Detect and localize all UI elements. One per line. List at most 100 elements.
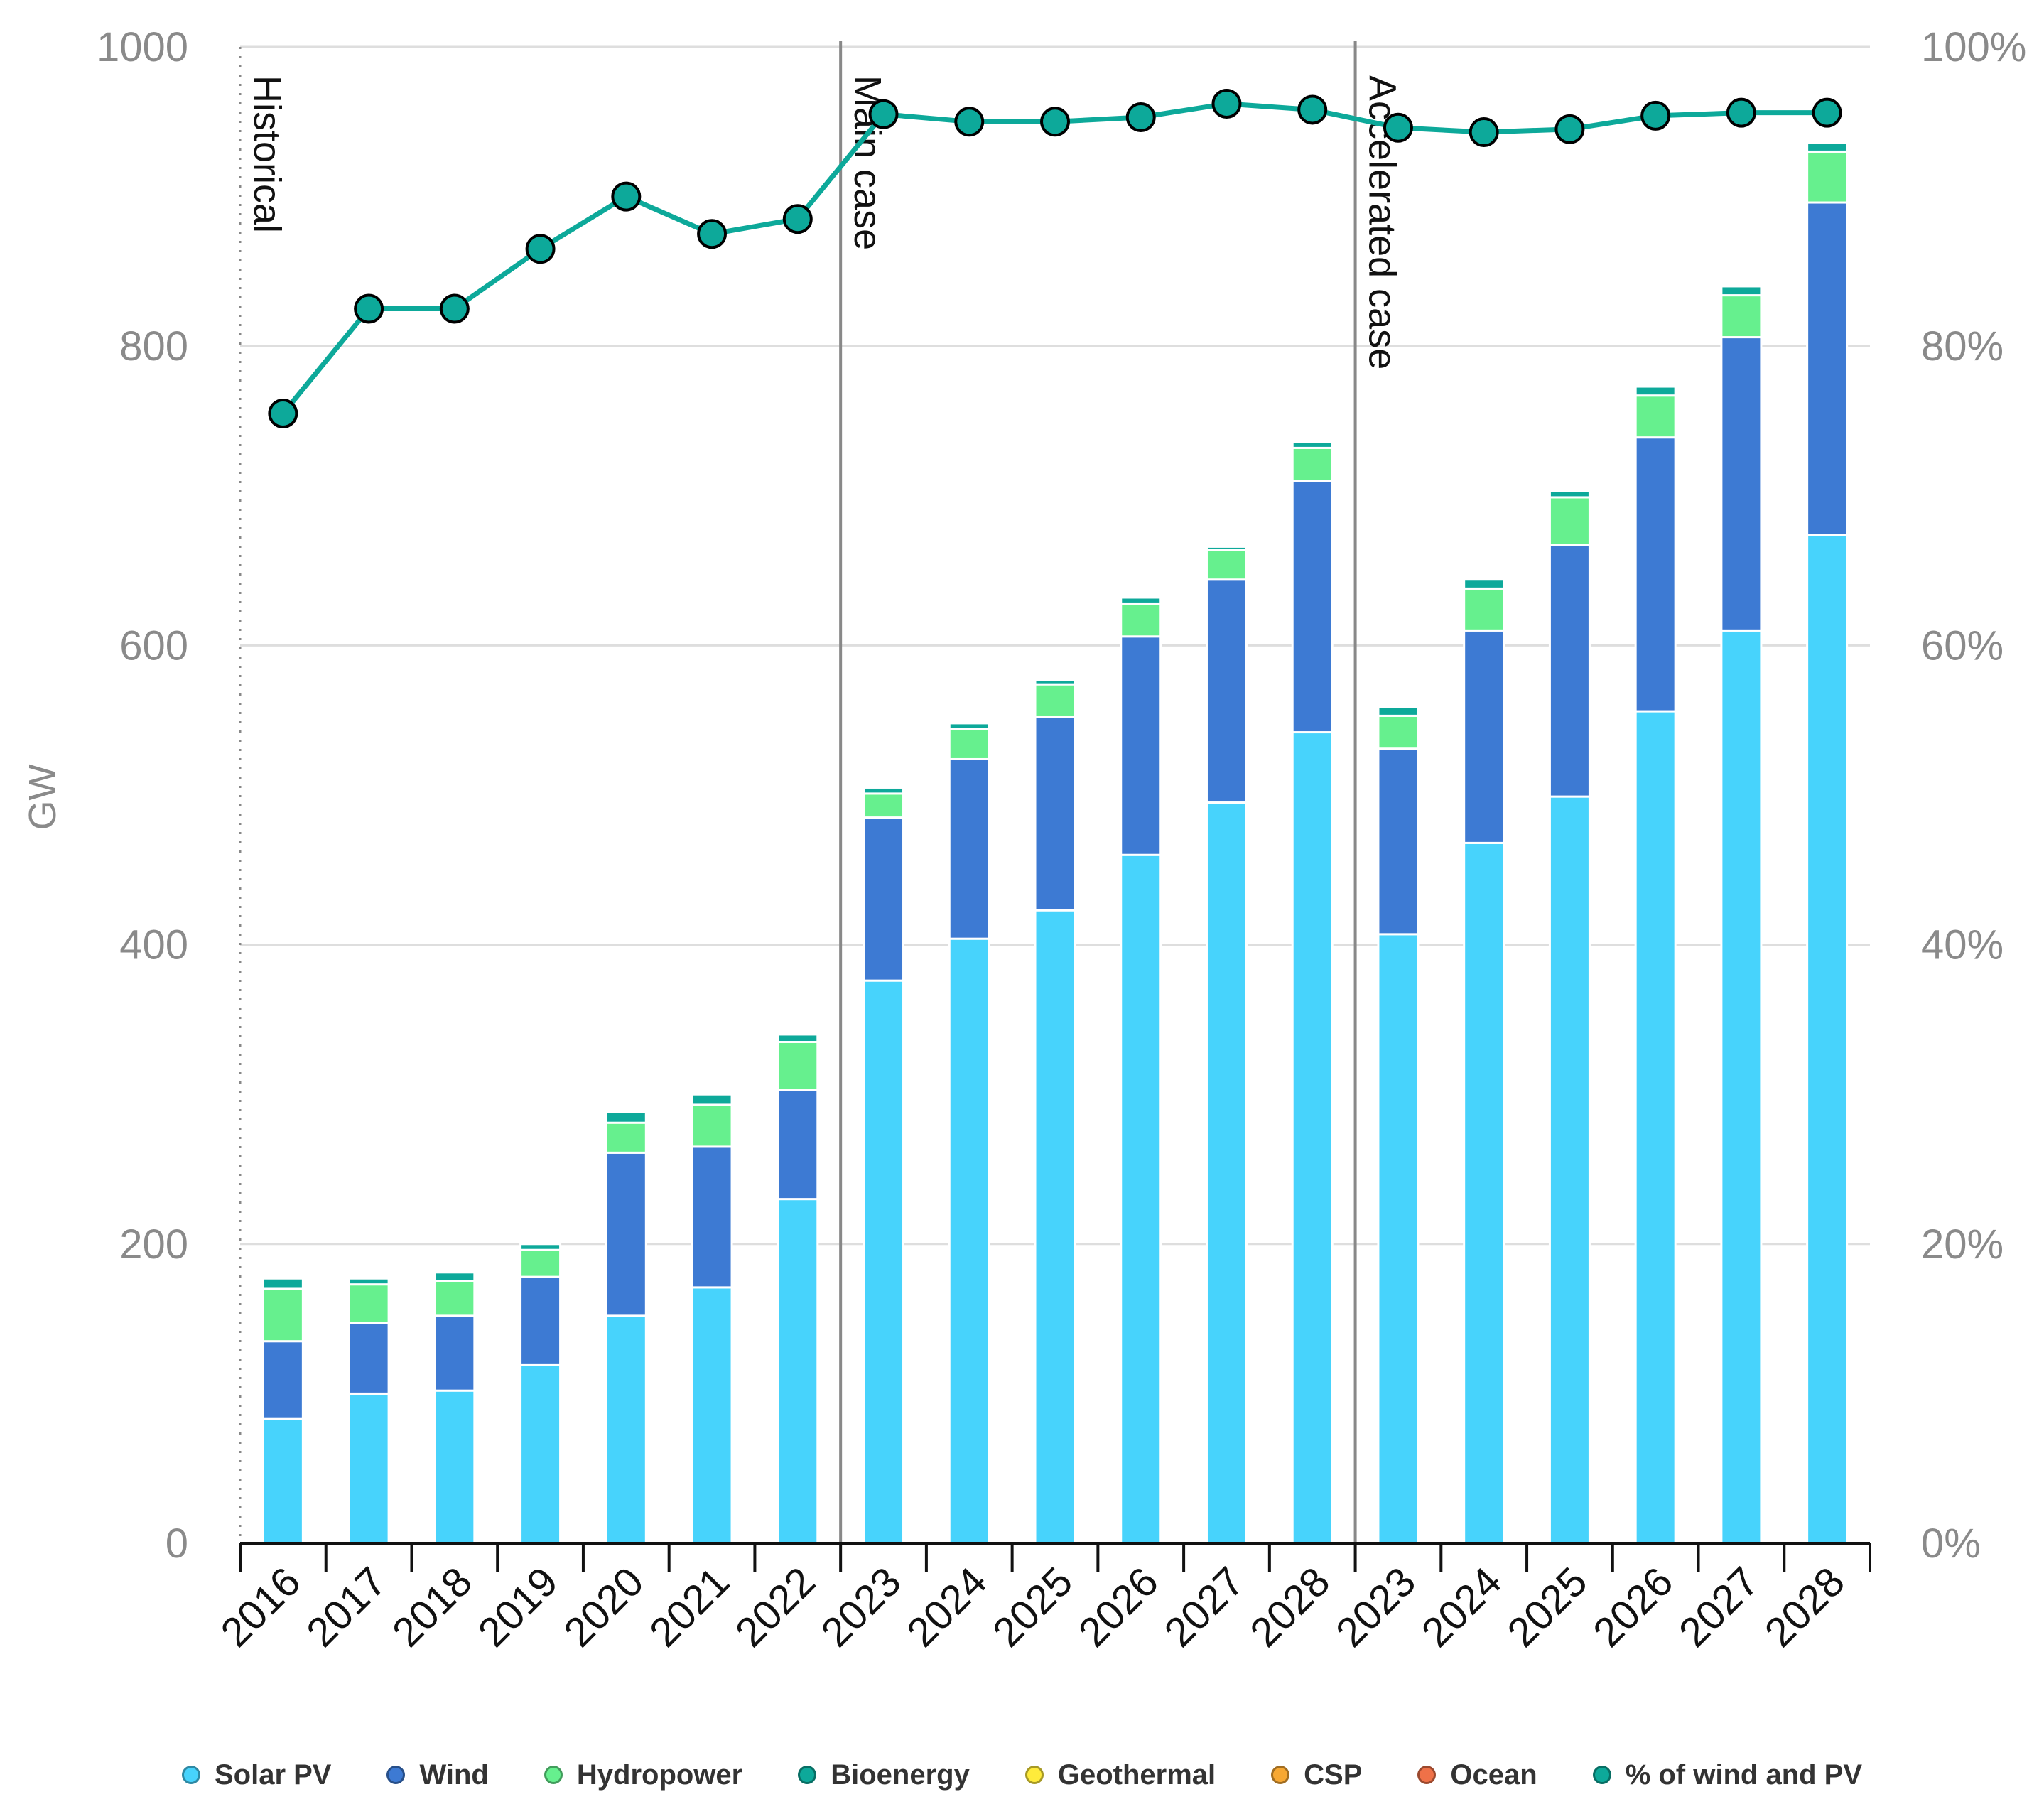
bar-wind [605, 1151, 647, 1317]
bar-bioenergy [1034, 679, 1076, 686]
bar-hydropower [1291, 446, 1334, 482]
y2-tick-label: 0% [1921, 1521, 1981, 1567]
x-tick-label: 2024 [1413, 1558, 1510, 1656]
percent-point [611, 181, 642, 212]
bar-wind [519, 1275, 562, 1366]
legend-item-ocean[interactable]: Ocean [1417, 1759, 1537, 1791]
percent-point [954, 107, 985, 137]
percent-point [782, 204, 813, 234]
bar-solar-pv [261, 1417, 304, 1545]
bar-hydropower [948, 728, 990, 760]
percent-point [268, 398, 298, 428]
bar-solar-pv [948, 937, 990, 1545]
legend-label: Bioenergy [831, 1759, 970, 1791]
percent-point [1640, 100, 1671, 131]
bar-bioenergy [948, 722, 990, 730]
bar-wind [863, 816, 905, 982]
bar-wind [1120, 635, 1162, 856]
bar-hydropower [691, 1103, 733, 1148]
bar-bioenergy [261, 1277, 304, 1290]
bar-solar-pv [605, 1314, 647, 1545]
y2-tick-label: 80% [1921, 323, 2004, 369]
bar-bioenergy [519, 1243, 562, 1251]
percent-point [868, 99, 899, 129]
bar-bioenergy [863, 786, 905, 795]
x-tick-label: 2027 [1670, 1558, 1768, 1656]
section-label: Historical [246, 75, 288, 233]
bar-wind [1806, 201, 1849, 536]
bar-solar-pv [433, 1389, 476, 1545]
legend-item-csp[interactable]: CSP [1271, 1759, 1362, 1791]
legend-item-of-wind-and-pv[interactable]: % of wind and PV [1592, 1759, 1862, 1791]
axes [239, 47, 1871, 1572]
bar-solar-pv [1463, 841, 1505, 1545]
legend-item-bioenergy[interactable]: Bioenergy [798, 1759, 970, 1791]
bar-hydropower [1205, 549, 1248, 581]
percent-point [1383, 112, 1413, 143]
x-tick-label: 2025 [984, 1558, 1081, 1656]
bar-wind [1291, 480, 1334, 734]
percent-point [1726, 97, 1756, 128]
percent-point [1812, 97, 1842, 128]
legend-swatch [1271, 1766, 1290, 1784]
bar-hydropower [1377, 714, 1420, 750]
percent-line [281, 101, 1827, 416]
percent-point [1125, 102, 1156, 132]
bar-solar-pv [1291, 731, 1334, 1545]
bar-bioenergy [1463, 578, 1505, 590]
bar-wind [1377, 747, 1420, 936]
legend-item-wind[interactable]: Wind [386, 1759, 489, 1791]
bar-hydropower [1463, 587, 1505, 632]
percent-point [525, 234, 556, 264]
bar-wind [1720, 336, 1763, 632]
bar-bioenergy [1720, 285, 1763, 297]
legend-item-solar-pv[interactable]: Solar PV [181, 1759, 332, 1791]
percent-point [439, 293, 470, 324]
bar-bioenergy [1634, 385, 1677, 397]
bar-solar-pv [863, 979, 905, 1545]
bar-wind [1463, 629, 1505, 844]
bar-hydropower [1034, 683, 1076, 718]
bar-solar-pv [347, 1392, 390, 1545]
bar-solar-pv [1720, 629, 1763, 1545]
x-tick-label: 2023 [813, 1558, 910, 1656]
y-tick-label: 800 [119, 323, 188, 369]
bar-hydropower [1806, 150, 1849, 204]
bar-hydropower [1120, 602, 1162, 638]
legend-swatch [1024, 1766, 1044, 1784]
percent-point [1469, 117, 1499, 148]
legend-item-hydropower[interactable]: Hydropower [544, 1759, 742, 1791]
y2-tick-label: 40% [1921, 922, 2004, 968]
legend-label: Ocean [1450, 1759, 1537, 1791]
bar-bioenergy [347, 1277, 390, 1286]
bar-solar-pv [777, 1198, 819, 1545]
x-tick-label: 2026 [1070, 1558, 1167, 1656]
y-tick-label: 1000 [97, 24, 188, 70]
bar-bioenergy [777, 1033, 819, 1043]
bar-bioenergy [433, 1271, 476, 1282]
legend-label: Geothermal [1057, 1759, 1216, 1791]
percent-point [354, 293, 384, 324]
y-tick-label: 0 [166, 1521, 188, 1567]
x-tick-label: 2020 [555, 1558, 652, 1656]
bar-hydropower [1720, 294, 1763, 339]
bar-solar-pv [1806, 534, 1849, 1545]
percent-point [1040, 107, 1070, 137]
legend-label: Solar PV [214, 1759, 332, 1791]
percent-point [697, 219, 728, 249]
bar-bioenergy [1548, 490, 1591, 499]
x-tick-label: 2017 [298, 1558, 395, 1656]
x-tick-label: 2028 [1241, 1558, 1339, 1656]
x-tick-label: 2024 [898, 1558, 995, 1656]
x-tick-label: 2027 [1155, 1558, 1253, 1656]
x-tick-label: 2022 [727, 1558, 824, 1656]
x-tick-label: 2019 [470, 1558, 567, 1656]
bar-hydropower [863, 792, 905, 819]
legend-label: CSP [1304, 1759, 1363, 1791]
legend-swatch [544, 1766, 563, 1784]
legend-swatch [181, 1766, 200, 1784]
bar-wind [691, 1145, 733, 1289]
legend-item-geothermal[interactable]: Geothermal [1024, 1759, 1216, 1791]
